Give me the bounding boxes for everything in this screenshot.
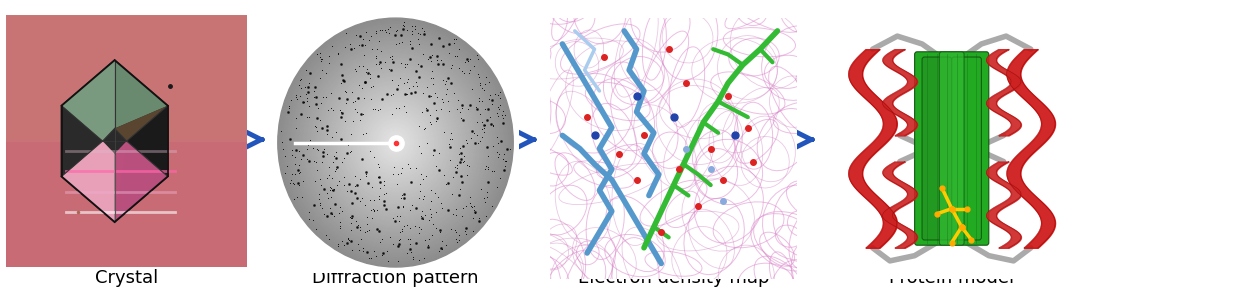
Circle shape <box>386 132 405 153</box>
Circle shape <box>370 115 421 170</box>
Circle shape <box>282 22 509 263</box>
Circle shape <box>351 96 440 189</box>
Circle shape <box>328 71 464 214</box>
Circle shape <box>341 86 450 200</box>
Polygon shape <box>62 60 168 222</box>
Circle shape <box>279 20 512 265</box>
Text: Protein model: Protein model <box>889 268 1015 287</box>
Circle shape <box>311 54 480 231</box>
Circle shape <box>310 52 481 233</box>
FancyBboxPatch shape <box>915 52 989 245</box>
Circle shape <box>357 102 434 183</box>
Circle shape <box>367 113 424 172</box>
Circle shape <box>308 50 483 236</box>
Circle shape <box>340 83 451 202</box>
Circle shape <box>366 111 425 174</box>
Circle shape <box>320 62 471 223</box>
Circle shape <box>356 100 435 185</box>
Circle shape <box>382 128 409 157</box>
Circle shape <box>318 60 473 225</box>
Polygon shape <box>62 141 115 222</box>
Circle shape <box>372 117 419 168</box>
Bar <box>6 15 247 141</box>
Circle shape <box>324 67 467 219</box>
Text: Crystal: Crystal <box>95 268 158 287</box>
Circle shape <box>389 136 402 149</box>
Circle shape <box>289 31 502 254</box>
Circle shape <box>379 126 412 159</box>
Circle shape <box>305 48 486 238</box>
Circle shape <box>362 107 429 178</box>
Text: Electron density map: Electron density map <box>578 268 769 287</box>
Circle shape <box>298 39 493 246</box>
Circle shape <box>388 134 403 151</box>
Circle shape <box>350 94 441 191</box>
Polygon shape <box>62 60 168 128</box>
Circle shape <box>300 41 491 244</box>
Circle shape <box>295 37 496 248</box>
Circle shape <box>347 92 444 193</box>
Circle shape <box>284 24 507 261</box>
FancyBboxPatch shape <box>922 57 952 240</box>
Circle shape <box>363 109 428 176</box>
Circle shape <box>330 73 461 212</box>
Polygon shape <box>115 106 168 222</box>
Bar <box>6 141 247 267</box>
Circle shape <box>393 140 398 145</box>
Circle shape <box>304 45 487 240</box>
FancyBboxPatch shape <box>952 57 981 240</box>
Circle shape <box>286 26 506 259</box>
Circle shape <box>334 77 457 208</box>
Circle shape <box>346 90 445 195</box>
Circle shape <box>373 119 418 166</box>
Circle shape <box>315 58 476 227</box>
Circle shape <box>360 105 431 181</box>
Circle shape <box>353 98 438 187</box>
Circle shape <box>294 35 497 250</box>
Circle shape <box>314 56 477 229</box>
Circle shape <box>392 138 399 147</box>
Circle shape <box>288 29 503 257</box>
Circle shape <box>331 75 460 210</box>
Text: Diffraction pattern: Diffraction pattern <box>313 268 478 287</box>
Polygon shape <box>115 141 168 222</box>
Circle shape <box>376 121 415 164</box>
Circle shape <box>302 43 489 242</box>
Circle shape <box>278 18 513 267</box>
Circle shape <box>383 130 408 155</box>
Polygon shape <box>62 60 115 141</box>
Circle shape <box>344 88 447 198</box>
Circle shape <box>336 79 455 206</box>
Circle shape <box>326 69 465 217</box>
Polygon shape <box>115 106 168 176</box>
Circle shape <box>292 33 499 252</box>
Circle shape <box>337 81 454 204</box>
Polygon shape <box>62 106 103 176</box>
Circle shape <box>377 124 414 162</box>
FancyBboxPatch shape <box>939 52 964 245</box>
Circle shape <box>321 64 470 221</box>
